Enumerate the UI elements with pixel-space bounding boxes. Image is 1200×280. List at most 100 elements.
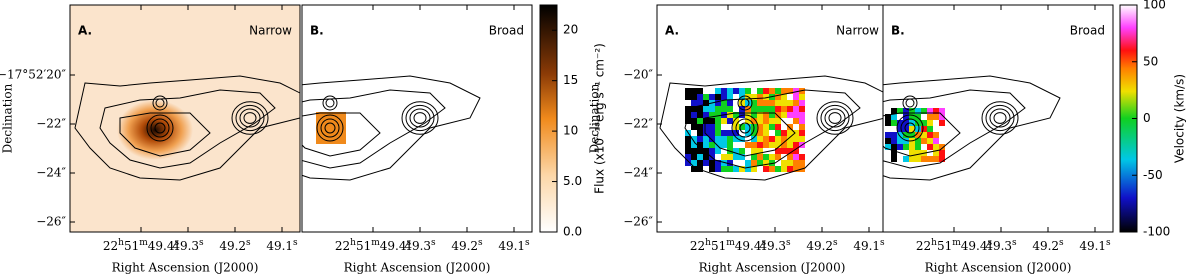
velocity-pixel <box>697 148 703 154</box>
velocity-pixel <box>793 148 799 154</box>
panel-letter: B. <box>310 24 324 38</box>
velocity-pixel <box>721 142 727 148</box>
velocity-pixel <box>715 166 721 172</box>
contour <box>883 75 1061 181</box>
contour <box>239 108 261 128</box>
velocity-pixel <box>733 118 739 124</box>
velocity-pixel <box>775 154 781 160</box>
velocity-pixel <box>769 154 775 160</box>
velocity-pixel <box>757 88 763 94</box>
velocity-pixel <box>763 112 769 118</box>
velocity-pixel <box>787 166 793 172</box>
velocity-pixel <box>739 166 745 172</box>
velocity-pixel <box>891 138 897 144</box>
velocity-pixel <box>939 108 945 114</box>
velocity-pixel <box>781 136 787 142</box>
y-tick-label: −22″ <box>623 117 653 131</box>
velocity-pixel <box>781 160 787 166</box>
velocity-pixel <box>709 124 715 130</box>
contour <box>981 101 1019 135</box>
contour <box>740 98 750 108</box>
contour <box>401 101 439 135</box>
velocity-pixel <box>915 126 921 132</box>
velocity-pixel <box>721 154 727 160</box>
velocity-pixel <box>691 106 697 112</box>
x-axis-label: Right Ascension (J2000) <box>112 261 259 275</box>
velocity-pixel <box>799 160 805 166</box>
contour <box>99 89 276 169</box>
velocity-pixel <box>691 160 697 166</box>
y-tick-label: −26″ <box>623 215 653 229</box>
velocity-pixel <box>721 94 727 100</box>
x-tick-label: 22h51m49.4s <box>103 238 180 252</box>
velocity-pixel <box>733 154 739 160</box>
velocity-pixel <box>939 114 945 120</box>
map <box>302 5 532 232</box>
velocity-pixel <box>799 94 805 100</box>
y-tick-label: −26″ <box>36 215 66 229</box>
velocity-pixel <box>697 94 703 100</box>
velocity-pixel <box>727 130 733 136</box>
velocity-pixel <box>915 144 921 150</box>
velocity-pixel <box>787 142 793 148</box>
contour <box>243 112 257 124</box>
velocity-pixel <box>763 154 769 160</box>
velocity-pixel <box>727 100 733 106</box>
velocity-pixel <box>939 156 945 162</box>
velocity-pixel <box>697 88 703 94</box>
velocity-pixel <box>715 124 721 130</box>
contour <box>405 104 435 132</box>
velocity-pixel <box>721 100 727 106</box>
velocity-pixel <box>915 156 921 162</box>
velocity-pixel <box>703 124 709 130</box>
velocity-pixel <box>703 148 709 154</box>
x-tick-label: 49.1s <box>498 238 530 252</box>
contour <box>150 118 170 138</box>
velocity-pixel <box>897 132 903 138</box>
velocity-pixel <box>721 160 727 166</box>
velocity-pixel <box>757 160 763 166</box>
velocity-pixel <box>921 138 927 144</box>
velocity-pixel <box>781 88 787 94</box>
contour <box>302 89 446 169</box>
velocity-pixel <box>715 136 721 142</box>
velocity-pixel <box>697 118 703 124</box>
velocity-pixel <box>733 148 739 154</box>
contour <box>828 112 842 124</box>
velocity-pixel <box>885 120 891 126</box>
velocity-pixel <box>781 166 787 172</box>
velocity-pixel <box>745 124 751 130</box>
velocity-pixel <box>775 112 781 118</box>
panel-frame <box>301 4 533 233</box>
velocity-pixel <box>709 130 715 136</box>
x-tick-label: 49.2s <box>1032 238 1064 252</box>
velocity-pixel <box>915 150 921 156</box>
velocity-pixel <box>903 138 909 144</box>
y-tick-label: −17°52′20″ <box>0 68 67 82</box>
contour <box>896 114 924 142</box>
velocity-pixel <box>727 154 733 160</box>
velocity-pixel <box>781 106 787 112</box>
velocity-pixel <box>903 114 909 120</box>
contour <box>322 95 338 111</box>
velocity-pixel <box>703 106 709 112</box>
velocity-pixel <box>697 124 703 130</box>
velocity-pixel <box>745 130 751 136</box>
velocity-pixel <box>933 150 939 156</box>
velocity-pixel <box>769 100 775 106</box>
colorbar-label: Flux (x10⁻¹⁸erg s⁻¹ cm⁻²) <box>593 43 607 194</box>
map <box>70 5 300 232</box>
velocity-pixel <box>685 88 691 94</box>
velocity-pixel <box>715 100 721 106</box>
velocity-pixel <box>787 106 793 112</box>
velocity-pixel <box>697 136 703 142</box>
velocity-pixel <box>793 88 799 94</box>
velocity-pixel <box>781 94 787 100</box>
velocity-pixel <box>721 130 727 136</box>
velocity-pixel <box>799 100 805 106</box>
x-tick-label: 49.3s <box>759 238 791 252</box>
velocity-pixel <box>697 142 703 148</box>
map <box>883 5 1113 232</box>
velocity-pixel <box>939 138 945 144</box>
velocity-pixel <box>739 136 745 142</box>
